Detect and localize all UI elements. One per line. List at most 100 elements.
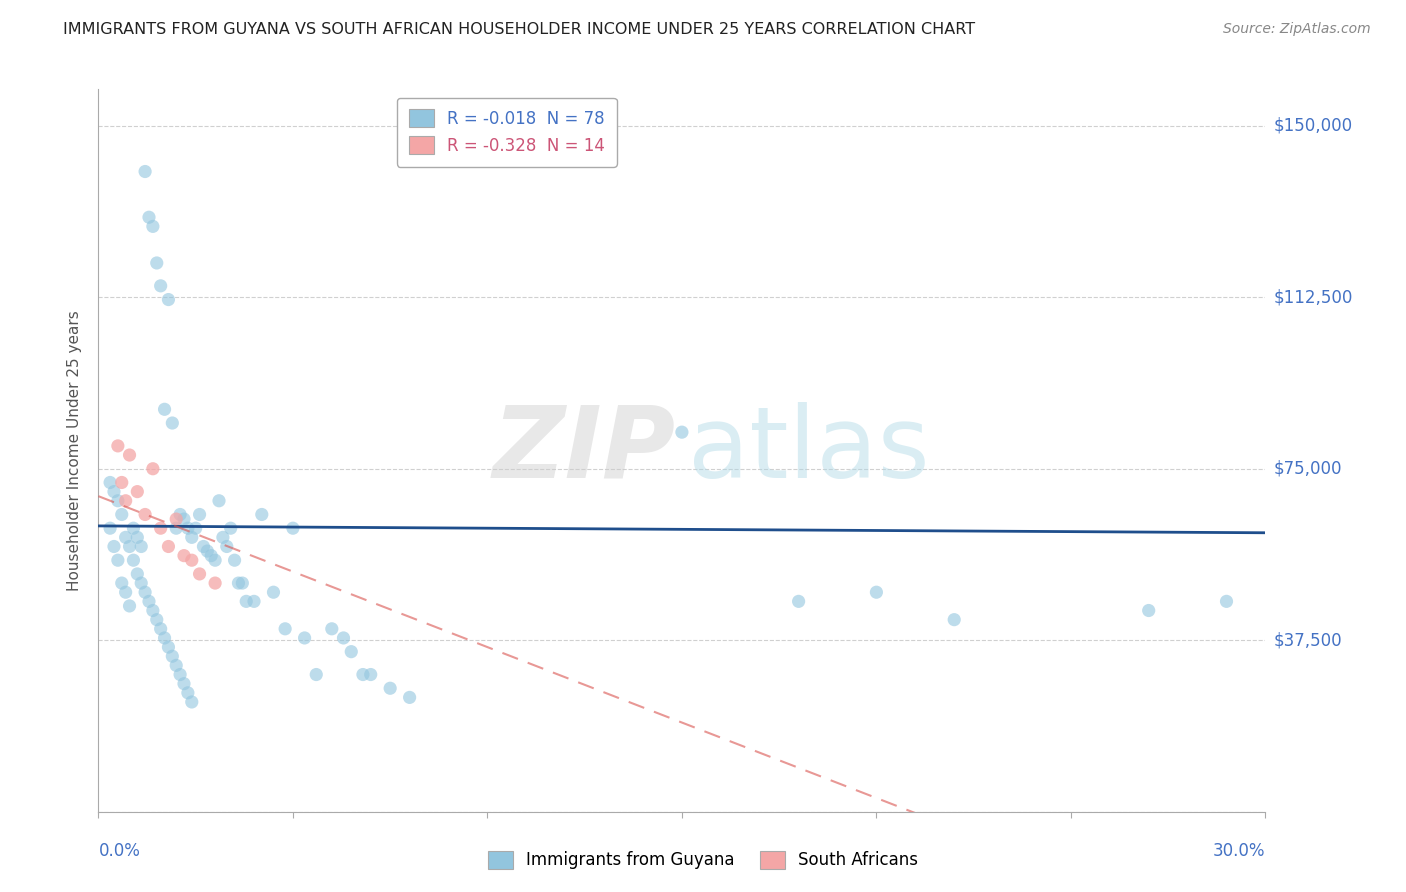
Point — [219, 521, 242, 535]
Point — [180, 695, 202, 709]
Point — [149, 521, 172, 535]
Point — [1215, 594, 1237, 608]
Legend: R = -0.018  N = 78, R = -0.328  N = 14: R = -0.018 N = 78, R = -0.328 N = 14 — [396, 97, 617, 167]
Point — [165, 658, 187, 673]
Point — [98, 521, 121, 535]
Point — [114, 585, 136, 599]
Point — [180, 530, 202, 544]
Point — [107, 439, 129, 453]
Point — [169, 667, 191, 681]
Text: 0.0%: 0.0% — [98, 842, 141, 860]
Point — [281, 521, 304, 535]
Y-axis label: Householder Income Under 25 years: Householder Income Under 25 years — [67, 310, 83, 591]
Point — [208, 493, 231, 508]
Text: 30.0%: 30.0% — [1213, 842, 1265, 860]
Text: atlas: atlas — [688, 402, 929, 499]
Point — [173, 676, 195, 690]
Text: $150,000: $150,000 — [1274, 117, 1353, 135]
Point — [146, 613, 169, 627]
Point — [943, 613, 966, 627]
Point — [294, 631, 316, 645]
Legend: Immigrants from Guyana, South Africans: Immigrants from Guyana, South Africans — [478, 840, 928, 880]
Point — [134, 164, 156, 178]
Point — [149, 278, 172, 293]
Point — [146, 256, 169, 270]
Point — [380, 681, 402, 696]
Point — [1137, 603, 1160, 617]
Point — [671, 425, 693, 439]
Point — [231, 576, 253, 591]
Text: IMMIGRANTS FROM GUYANA VS SOUTH AFRICAN HOUSEHOLDER INCOME UNDER 25 YEARS CORREL: IMMIGRANTS FROM GUYANA VS SOUTH AFRICAN … — [63, 22, 976, 37]
Point — [111, 508, 134, 522]
Point — [142, 219, 165, 234]
Point — [193, 540, 215, 554]
Point — [177, 686, 200, 700]
Point — [262, 585, 284, 599]
Point — [173, 512, 195, 526]
Point — [114, 493, 136, 508]
Point — [184, 521, 207, 535]
Point — [243, 594, 266, 608]
Point — [129, 576, 152, 591]
Point — [153, 402, 176, 417]
Point — [177, 521, 200, 535]
Point — [204, 576, 226, 591]
Point — [228, 576, 250, 591]
Point — [138, 594, 160, 608]
Point — [352, 667, 374, 681]
Text: Source: ZipAtlas.com: Source: ZipAtlas.com — [1223, 22, 1371, 37]
Point — [127, 484, 149, 499]
Text: $37,500: $37,500 — [1274, 632, 1343, 649]
Point — [107, 493, 129, 508]
Text: $112,500: $112,500 — [1274, 288, 1353, 306]
Point — [215, 540, 238, 554]
Point — [103, 484, 125, 499]
Point — [195, 544, 218, 558]
Point — [153, 631, 176, 645]
Point — [787, 594, 810, 608]
Point — [204, 553, 226, 567]
Point — [134, 585, 156, 599]
Point — [118, 448, 141, 462]
Point — [173, 549, 195, 563]
Point — [114, 530, 136, 544]
Point — [162, 416, 184, 430]
Point — [180, 553, 202, 567]
Point — [865, 585, 887, 599]
Text: ZIP: ZIP — [494, 402, 676, 499]
Point — [138, 211, 160, 225]
Point — [142, 603, 165, 617]
Point — [321, 622, 343, 636]
Point — [111, 475, 134, 490]
Point — [188, 566, 211, 581]
Point — [212, 530, 235, 544]
Point — [157, 640, 180, 654]
Point — [200, 549, 222, 563]
Point — [118, 540, 141, 554]
Point — [165, 521, 187, 535]
Point — [250, 508, 273, 522]
Point — [142, 462, 165, 476]
Point — [98, 475, 121, 490]
Point — [157, 540, 180, 554]
Point — [360, 667, 382, 681]
Point — [149, 622, 172, 636]
Point — [162, 649, 184, 664]
Point — [118, 599, 141, 613]
Point — [224, 553, 246, 567]
Point — [235, 594, 257, 608]
Point — [129, 540, 152, 554]
Point — [165, 512, 187, 526]
Point — [274, 622, 297, 636]
Text: $75,000: $75,000 — [1274, 459, 1343, 478]
Point — [157, 293, 180, 307]
Point — [103, 540, 125, 554]
Point — [398, 690, 420, 705]
Point — [122, 553, 145, 567]
Point — [340, 645, 363, 659]
Point — [107, 553, 129, 567]
Point — [305, 667, 328, 681]
Point — [111, 576, 134, 591]
Point — [188, 508, 211, 522]
Point — [122, 521, 145, 535]
